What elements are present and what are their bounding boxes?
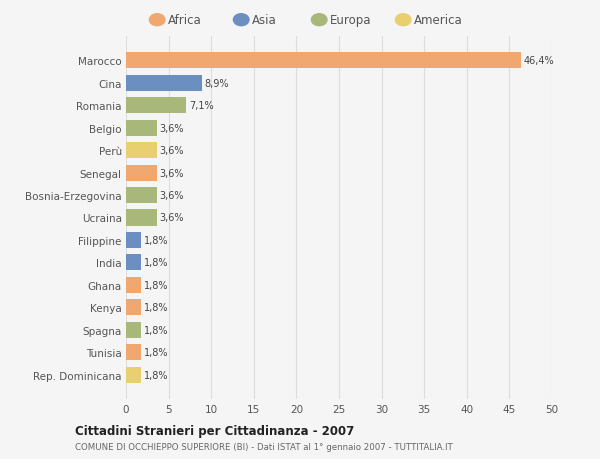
Text: 3,6%: 3,6% [159,168,184,178]
Text: Europa: Europa [330,14,371,27]
Text: 1,8%: 1,8% [144,280,169,290]
Bar [126,277,142,293]
Text: 46,4%: 46,4% [524,56,554,66]
Text: 3,6%: 3,6% [159,213,184,223]
Bar [126,344,142,360]
Text: 3,6%: 3,6% [159,146,184,156]
Text: 3,6%: 3,6% [159,190,184,201]
Bar [126,255,142,271]
Text: 7,1%: 7,1% [189,101,214,111]
Text: Cittadini Stranieri per Cittadinanza - 2007: Cittadini Stranieri per Cittadinanza - 2… [75,425,354,437]
Bar [126,53,521,69]
Bar [126,367,142,383]
Bar [126,98,187,114]
Bar [126,188,157,204]
Text: 3,6%: 3,6% [159,123,184,134]
Text: 1,8%: 1,8% [144,347,169,358]
Bar [126,165,157,181]
Text: 1,8%: 1,8% [144,325,169,335]
Bar [126,210,157,226]
Text: America: America [414,14,463,27]
Bar [126,300,142,316]
Bar [126,120,157,136]
Text: 1,8%: 1,8% [144,370,169,380]
Text: COMUNE DI OCCHIEPPO SUPERIORE (BI) - Dati ISTAT al 1° gennaio 2007 - TUTTITALIA.: COMUNE DI OCCHIEPPO SUPERIORE (BI) - Dat… [75,442,453,451]
Bar [126,143,157,159]
Text: Asia: Asia [252,14,277,27]
Text: 8,9%: 8,9% [205,78,229,89]
Text: 1,8%: 1,8% [144,258,169,268]
Bar [126,232,142,248]
Text: Africa: Africa [168,14,202,27]
Bar [126,322,142,338]
Bar [126,76,202,92]
Text: 1,8%: 1,8% [144,235,169,246]
Text: 1,8%: 1,8% [144,302,169,313]
